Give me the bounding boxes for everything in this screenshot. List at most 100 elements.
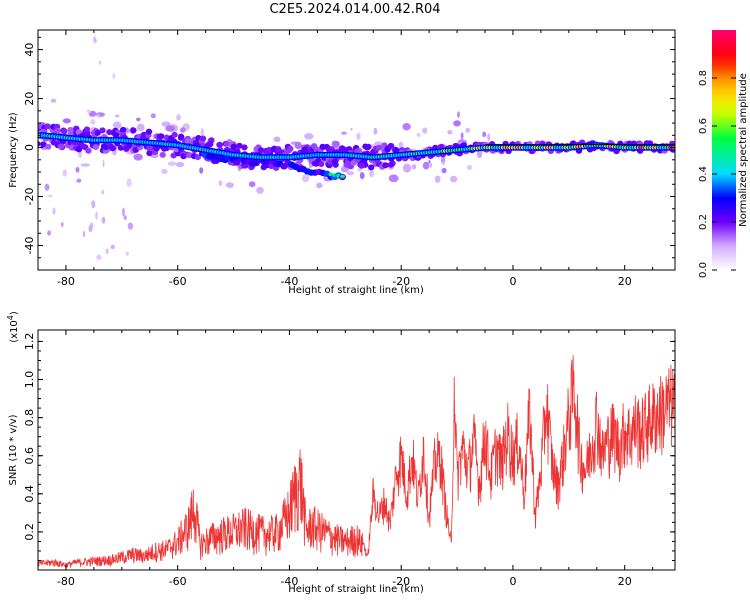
figure-title: C2E5.2024.014.00.42.R04 (269, 2, 441, 17)
spectrogram-cell (340, 174, 345, 179)
colorbar-tick-label: 0.6 (698, 118, 709, 134)
colorbar-tick-label: 0.0 (698, 262, 709, 278)
colorbar-tick-label: 0.8 (698, 70, 709, 86)
spectrogram-cell (161, 168, 168, 175)
spectrogram-cell (146, 150, 153, 157)
spectrogram-cell (171, 131, 178, 138)
x-tick-label: -20 (392, 275, 410, 288)
x-tick-label: 0 (509, 275, 516, 288)
y-tick-label: 0.2 (23, 523, 36, 541)
spectrogram-cell (398, 141, 404, 149)
spectrogram-cell (97, 114, 100, 119)
spectrogram-cell (123, 215, 127, 221)
spectrogram-cell (80, 163, 91, 167)
spectrogram-cell (482, 131, 487, 138)
spectrogram-cell (83, 126, 91, 133)
x-tick-label: 20 (618, 575, 632, 588)
spectrogram-cell (62, 169, 68, 177)
y-tick-label: -40 (23, 237, 36, 255)
spectrogram-cell (236, 142, 243, 149)
colorbar-label: Normalized spectral amplitude (738, 73, 749, 227)
y-axis-label: SNR (10 * v/v) (8, 414, 19, 485)
spectrogram-cell (428, 160, 431, 164)
y-scale-note: (x104) (6, 311, 20, 343)
spectrogram-cell (96, 254, 102, 260)
x-axis-label: Height of straight line (km) (288, 584, 424, 595)
x-axis-label: Height of straight line (km) (288, 285, 424, 296)
snr-frame (37, 329, 676, 571)
spectrogram-cell (199, 167, 204, 174)
spectrogram-cell (442, 161, 445, 166)
spectrogram-cell (90, 119, 96, 125)
spectrogram-cell (119, 126, 127, 133)
spectrogram-cell (331, 158, 339, 165)
spectrogram-cell (422, 127, 428, 134)
spectrogram-cell (95, 211, 98, 220)
spectrogram-cell (88, 224, 93, 233)
spectrogram-cell (207, 141, 214, 148)
spectrogram-cell (50, 98, 57, 103)
x-tick-label: -20 (392, 575, 410, 588)
spectrogram-cell (487, 133, 491, 142)
x-tick-label: -80 (57, 575, 75, 588)
spectrogram-cell (375, 144, 383, 151)
spectrogram-frame (37, 29, 676, 271)
spectrogram-cell (136, 123, 145, 132)
spectrogram-cell (467, 164, 472, 170)
spectrogram-cell (287, 145, 294, 152)
spectrogram-cell (44, 183, 50, 191)
x-tick-label: 20 (618, 275, 632, 288)
spectrogram-cell (453, 120, 461, 127)
spectrogram-cell (256, 186, 264, 194)
spectrogram-cell (200, 128, 204, 137)
y-tick-label: 1.2 (23, 333, 36, 351)
spectrogram-cell (411, 164, 417, 170)
spectrogram-cell (476, 150, 483, 158)
spectrogram-cell (146, 145, 153, 152)
spectrogram-cell (273, 136, 281, 143)
spectrogram-cell (218, 180, 223, 187)
spectrogram-cell (233, 159, 241, 166)
spectrogram-cell (150, 113, 156, 119)
y-tick-label: 0.4 (23, 485, 36, 503)
spectrogram-cell (387, 161, 395, 168)
spectrogram-cell (101, 216, 106, 224)
spectrogram-cell (85, 147, 92, 154)
spectrogram-cell (82, 230, 85, 238)
spectrogram-cell (180, 127, 186, 133)
colorbar-tick-label: 0.4 (698, 166, 709, 182)
spectrogram-cell (112, 72, 116, 80)
spectrogram-cell (165, 125, 175, 132)
spectrogram-cell (145, 128, 153, 135)
spectrogram-cell (76, 178, 82, 183)
spectrogram-cell (175, 161, 185, 168)
snr-series-line (38, 355, 675, 568)
spectrogram-cell (105, 248, 109, 255)
spectrogram-cell (91, 200, 96, 209)
spectrogram-cell (225, 182, 234, 188)
spectrogram-cell (338, 146, 346, 153)
spectrogram-cell (47, 194, 53, 198)
x-tick-label: -40 (280, 275, 298, 288)
x-tick-label: 0 (509, 575, 516, 588)
spectrogram-cell (99, 60, 102, 65)
spectrogram-cell (388, 174, 399, 183)
spectrogram-cell (416, 132, 421, 137)
spectrogram-cell (112, 121, 122, 129)
colorbar-gradient (712, 30, 736, 270)
spectrogram-cell (434, 175, 441, 183)
spectrogram-cell (133, 153, 143, 161)
spectrogram-cell (60, 221, 64, 228)
spectrogram-cell (52, 207, 56, 215)
spectrogram-cell (318, 161, 325, 167)
spectrogram-panel: -80 -60 -40 -20 0 20 -40 -20 0 20 40 Height of stra… (8, 29, 676, 296)
spectrogram-cell (61, 128, 68, 135)
spectrogram-cell (136, 117, 141, 122)
spectrogram-cell (368, 164, 375, 171)
spectrogram-cell (156, 133, 163, 140)
spectrogram-cell (176, 114, 181, 121)
spectrogram-cell (457, 111, 460, 118)
x-tick-label: -60 (169, 275, 187, 288)
spectrogram-cell (40, 141, 47, 148)
spectrogram-cell (94, 129, 102, 136)
